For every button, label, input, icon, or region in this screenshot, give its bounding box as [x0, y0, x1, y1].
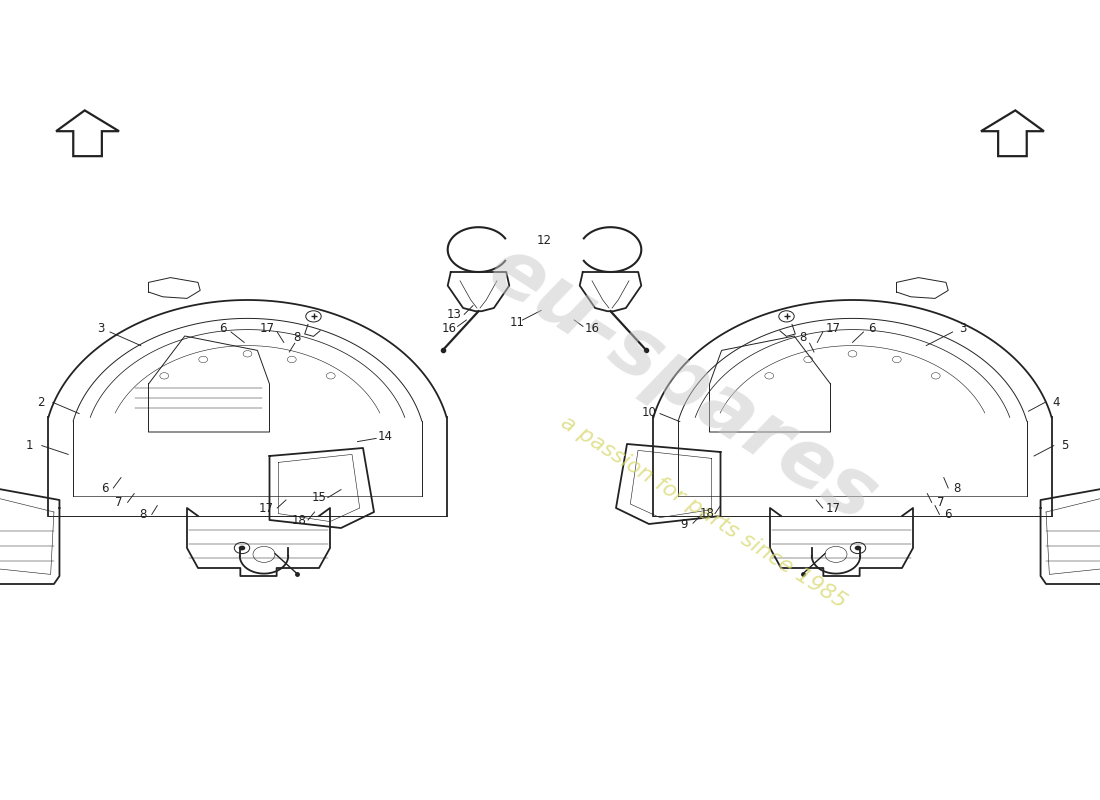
Text: 9: 9	[681, 518, 688, 530]
Text: 17: 17	[825, 502, 840, 514]
Text: 13: 13	[447, 308, 462, 321]
Text: 6: 6	[869, 322, 876, 334]
Text: 2: 2	[37, 396, 44, 409]
Text: a passion for parts since 1985: a passion for parts since 1985	[558, 412, 850, 612]
Text: 8: 8	[954, 482, 960, 494]
Text: 7: 7	[116, 496, 122, 509]
Text: 6: 6	[101, 482, 108, 494]
Circle shape	[239, 546, 245, 550]
Text: 3: 3	[98, 322, 104, 334]
Text: 14: 14	[377, 430, 393, 442]
Text: 10: 10	[641, 406, 657, 418]
Text: 4: 4	[1053, 396, 1059, 409]
Text: 11: 11	[509, 316, 525, 329]
Text: 8: 8	[294, 331, 300, 344]
Text: eu-spares: eu-spares	[473, 230, 891, 538]
Text: 1: 1	[26, 439, 33, 452]
Text: 7: 7	[937, 496, 944, 509]
Text: 8: 8	[140, 508, 146, 521]
Text: 15: 15	[311, 491, 327, 504]
Text: 18: 18	[292, 514, 307, 526]
Text: 5: 5	[1062, 439, 1068, 452]
Text: 17: 17	[260, 322, 275, 334]
Text: 6: 6	[220, 322, 227, 334]
Text: 17: 17	[825, 322, 840, 334]
Text: 17: 17	[258, 502, 274, 514]
Text: 16: 16	[584, 322, 600, 334]
Text: 6: 6	[945, 508, 952, 521]
Text: 12: 12	[537, 234, 552, 246]
Text: 18: 18	[700, 507, 715, 520]
Circle shape	[855, 546, 861, 550]
Text: 8: 8	[800, 331, 806, 344]
Text: 16: 16	[441, 322, 456, 334]
Text: 3: 3	[959, 322, 966, 334]
